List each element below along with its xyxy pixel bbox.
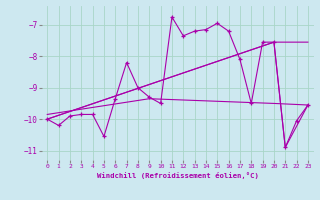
X-axis label: Windchill (Refroidissement éolien,°C): Windchill (Refroidissement éolien,°C) [97, 172, 259, 179]
